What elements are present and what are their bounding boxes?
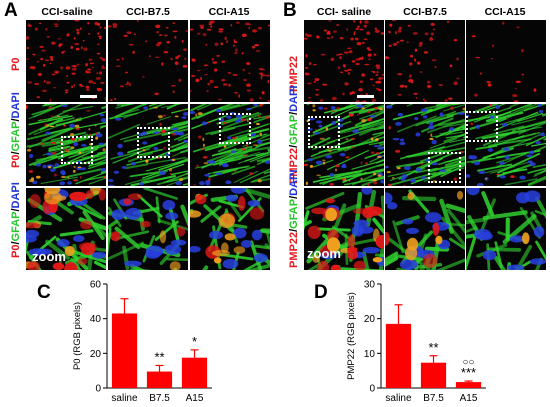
zoom-region-box [219,113,251,144]
x-tick-label: saline [111,393,138,404]
panel-letter-d: D [314,282,328,303]
micrograph-b-pmp22-b75 [385,20,465,102]
significance-marker: ** [154,349,164,364]
y-tick-label: 0 [95,384,101,395]
y-tick-label: 10 [364,349,376,360]
micrograph-a-p0-b75 [108,20,188,102]
bar [385,323,412,388]
micrograph-b-pmp22-saline [304,20,384,102]
scale-bar [80,95,97,98]
x-tick-label: A15 [460,393,478,404]
bar [111,313,138,388]
col-header-a-a15: CCI-A15 [208,6,250,18]
col-header-b-saline: CCI- saline [316,6,372,18]
panel-letter-a: A [4,0,18,21]
panel-letter-c: C [37,282,51,303]
col-header-a-saline: CCI-saline [41,6,93,18]
micrograph-a-p0-a15 [190,20,270,102]
y-tick-label: 0 [369,384,375,395]
significance-marker: ** [428,340,438,355]
col-header-a-b75: CCI-B7.5 [126,6,170,18]
zoom-region-box [428,152,461,183]
micrograph-b-zoom-b75 [385,188,465,270]
bar [146,371,173,388]
y-axis-label: P0 (RGB pixels) [72,302,83,370]
bar [420,362,447,388]
micrograph-a-merge-b75 [108,104,188,186]
y-tick-label: 40 [90,314,102,325]
micrograph-b-zoom-saline [304,188,384,270]
zoom-region-box [466,111,498,142]
micrograph-b-merge-a15 [466,104,546,186]
x-tick-label: B7.5 [423,393,444,404]
x-tick-label: saline [385,393,412,404]
x-tick-label: A15 [186,393,204,404]
significance-marker-2: ○○ [462,357,474,368]
y-axis-label: PMP22 (RGB pixels) [346,292,357,380]
zoom-region-box [61,136,93,164]
zoom-label-b: zoom [307,246,341,261]
y-tick-label: 20 [90,349,102,360]
y-tick-label: 20 [364,314,376,325]
bar [455,382,482,388]
micrograph-a-p0-saline [26,20,106,102]
significance-marker: *** [461,365,476,380]
zoom-region-box [137,127,170,158]
micrograph-b-merge-b75 [385,104,465,186]
micrograph-b-merge-saline [304,104,384,186]
micrograph-a-zoom-b75 [108,188,188,270]
micrograph-a-merge-a15 [190,104,270,186]
zoom-label-a: zoom [32,249,66,264]
micrograph-a-zoom-saline [26,188,106,270]
col-header-b-a15: CCI-A15 [484,6,526,18]
scale-bar [357,95,374,98]
col-header-b-b75: CCI-B7.5 [403,6,447,18]
micrograph-b-pmp22-a15 [466,20,546,102]
zoom-region-box [308,116,340,148]
micrograph-b-zoom-a15 [466,188,546,270]
y-tick-label: 60 [90,280,102,291]
significance-marker: * [192,334,197,349]
y-tick-label: 30 [364,280,376,291]
micrograph-a-zoom-a15 [190,188,270,270]
x-tick-label: B7.5 [149,393,170,404]
bar [181,357,208,388]
panel-letter-b: B [283,0,297,21]
